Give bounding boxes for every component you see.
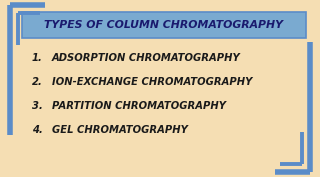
Text: 1.: 1. (32, 53, 43, 63)
Text: PARTITION CHROMATOGRAPHY: PARTITION CHROMATOGRAPHY (52, 101, 226, 111)
Text: ION-EXCHANGE CHROMATOGRAPHY: ION-EXCHANGE CHROMATOGRAPHY (52, 77, 252, 87)
Text: ADSORPTION CHROMATOGRAPHY: ADSORPTION CHROMATOGRAPHY (52, 53, 241, 63)
Text: TYPES OF COLUMN CHROMATOGRAPHY: TYPES OF COLUMN CHROMATOGRAPHY (44, 20, 284, 30)
Text: GEL CHROMATOGRAPHY: GEL CHROMATOGRAPHY (52, 125, 188, 135)
Text: 4.: 4. (32, 125, 43, 135)
FancyBboxPatch shape (22, 12, 306, 38)
Text: 2.: 2. (32, 77, 43, 87)
Text: 3.: 3. (32, 101, 43, 111)
